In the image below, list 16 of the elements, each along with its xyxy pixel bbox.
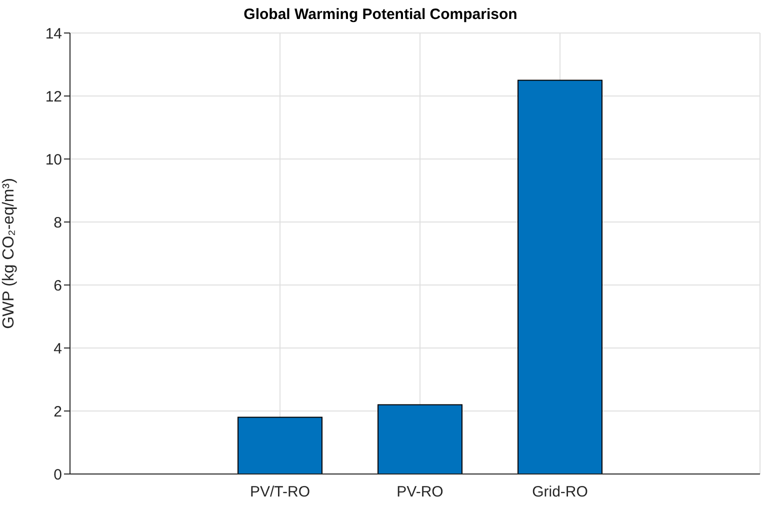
y-axis-title: GWP (kg CO₂-eq/m³) [0, 178, 18, 329]
bar [378, 404, 462, 474]
x-tick-label: PV-RO [396, 484, 444, 501]
y-tick-label: 0 [54, 466, 62, 484]
y-tick-label: 12 [45, 88, 62, 106]
x-tick-label: PV/T-RO [250, 484, 310, 501]
chart-title: Global Warming Potential Comparison [242, 6, 518, 23]
y-tick-label: 4 [54, 340, 62, 358]
x-tick-label: Grid-RO [532, 484, 588, 501]
bar [518, 80, 602, 474]
y-tick-label: 6 [54, 277, 62, 294]
y-tick-label: 8 [54, 214, 62, 232]
bar [238, 416, 322, 474]
y-tick-label: 14 [45, 25, 62, 42]
y-tick-label: 10 [45, 151, 62, 168]
y-tick-label: 2 [54, 403, 62, 420]
